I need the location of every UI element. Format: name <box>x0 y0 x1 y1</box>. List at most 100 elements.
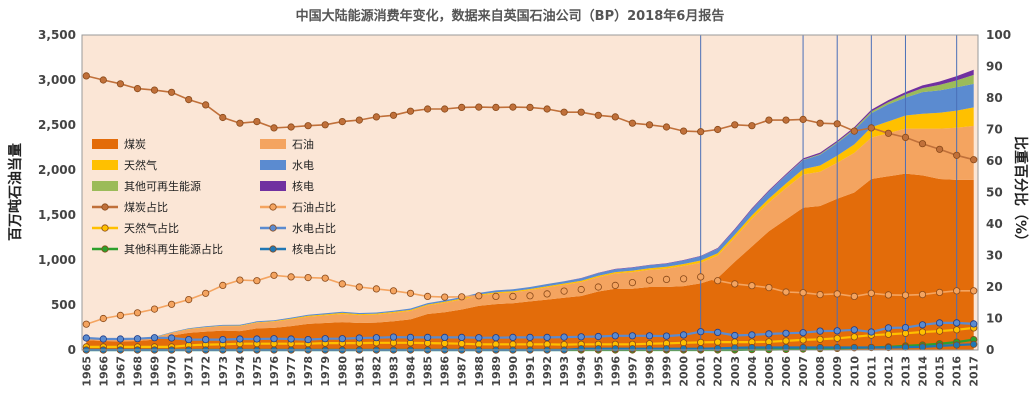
point-0-37 <box>714 125 722 134</box>
x-tick-2016: 2016 <box>951 356 964 387</box>
point-3-4 <box>150 334 159 342</box>
x-tick-1994: 1994 <box>575 356 588 387</box>
point-0-38 <box>731 121 739 129</box>
point-5-40 <box>765 343 773 352</box>
x-tick-1969: 1969 <box>149 356 162 387</box>
point-3-7 <box>202 335 210 344</box>
point-0-45 <box>850 127 858 135</box>
point-0-47 <box>884 129 893 137</box>
point-3-33 <box>645 332 654 340</box>
point-5-33 <box>645 345 654 353</box>
x-tick-1979: 1979 <box>319 356 332 387</box>
point-3-23 <box>475 334 483 342</box>
point-1-44 <box>833 290 841 298</box>
point-0-8 <box>219 113 227 122</box>
point-1-45 <box>850 292 858 300</box>
point-3-32 <box>628 332 637 340</box>
x-tick-2010: 2010 <box>848 356 861 387</box>
point-1-22 <box>458 293 466 301</box>
legend-label-10: 其他科再生能源占比 <box>124 242 223 256</box>
point-0-13 <box>304 122 312 130</box>
x-tick-1993: 1993 <box>558 356 571 387</box>
point-0-9 <box>236 119 244 127</box>
point-1-34 <box>662 275 671 283</box>
point-2-36 <box>697 338 705 346</box>
point-0-4 <box>150 86 159 94</box>
x-tick-2011: 2011 <box>865 356 878 387</box>
x-tick-2004: 2004 <box>746 356 759 387</box>
point-3-49 <box>918 321 927 329</box>
point-3-31 <box>611 332 619 340</box>
point-3-21 <box>441 333 449 341</box>
point-0-32 <box>628 119 637 127</box>
point-1-0 <box>82 320 90 328</box>
right-tick-8: 80 <box>986 91 1003 105</box>
legend-label-8: 天然气占比 <box>124 221 179 235</box>
point-0-30 <box>594 111 602 119</box>
point-1-13 <box>304 273 312 282</box>
point-1-33 <box>645 276 654 284</box>
x-tick-1967: 1967 <box>114 356 127 387</box>
point-3-44 <box>833 327 841 335</box>
point-1-35 <box>679 275 688 283</box>
point-5-32 <box>628 345 637 353</box>
point-3-39 <box>748 331 756 339</box>
x-tick-1992: 1992 <box>541 356 554 387</box>
point-5-36 <box>697 345 705 353</box>
point-0-35 <box>679 127 688 135</box>
x-tick-1976: 1976 <box>268 356 281 387</box>
point-5-34 <box>662 345 671 353</box>
x-tick-1978: 1978 <box>302 356 315 387</box>
point-0-3 <box>133 85 142 93</box>
legend-label-9: 水电占比 <box>292 221 336 235</box>
point-0-21 <box>441 105 449 113</box>
plot-area: 0 500 1,000 1,500 2,000 2,500 3,000 3,500 0 10 20 3… <box>38 28 1011 387</box>
point-0-29 <box>577 108 585 116</box>
point-5-31 <box>611 345 619 353</box>
point-2-47 <box>884 330 893 338</box>
point-1-8 <box>219 281 227 289</box>
point-0-46 <box>867 124 875 132</box>
point-3-18 <box>389 333 398 341</box>
point-1-12 <box>287 273 295 281</box>
point-1-38 <box>731 280 739 288</box>
point-1-42 <box>799 289 807 297</box>
point-3-35 <box>679 331 688 339</box>
point-3-24 <box>492 334 500 342</box>
legend-marker-4 <box>101 245 109 253</box>
right-tick-7: 70 <box>986 123 1003 137</box>
point-3-38 <box>731 331 739 340</box>
point-1-27 <box>543 290 551 298</box>
point-3-0 <box>82 334 90 342</box>
x-tick-1968: 1968 <box>132 356 145 387</box>
point-3-48 <box>901 323 910 332</box>
point-0-34 <box>662 123 671 131</box>
point-3-34 <box>662 332 671 340</box>
point-0-20 <box>423 105 432 113</box>
legend-label-4: 其他可再生能源 <box>124 179 201 193</box>
right-tick-1: 10 <box>986 312 1003 326</box>
point-0-49 <box>918 140 927 148</box>
point-1-50 <box>935 288 944 296</box>
legend-label-5: 核电 <box>292 179 314 193</box>
point-3-19 <box>406 333 415 341</box>
right-tick-2: 20 <box>986 280 1003 294</box>
point-0-5 <box>168 88 176 96</box>
point-3-10 <box>253 335 261 343</box>
point-5-29 <box>577 345 585 353</box>
point-3-27 <box>543 333 551 341</box>
legend-swatch-area-1 <box>260 139 286 149</box>
point-1-37 <box>714 277 722 285</box>
x-tick-2008: 2008 <box>814 356 827 387</box>
point-1-2 <box>116 311 125 319</box>
plot-border <box>81 34 979 351</box>
point-1-39 <box>748 282 756 290</box>
left-tick-4: 2,000 <box>38 163 76 177</box>
legend-label-11: 核电占比 <box>292 242 336 256</box>
point-3-17 <box>372 334 380 342</box>
x-tick-1985: 1985 <box>422 356 435 387</box>
point-1-14 <box>321 274 329 282</box>
x-tick-1970: 1970 <box>166 356 179 387</box>
x-tick-1981: 1981 <box>353 356 366 387</box>
